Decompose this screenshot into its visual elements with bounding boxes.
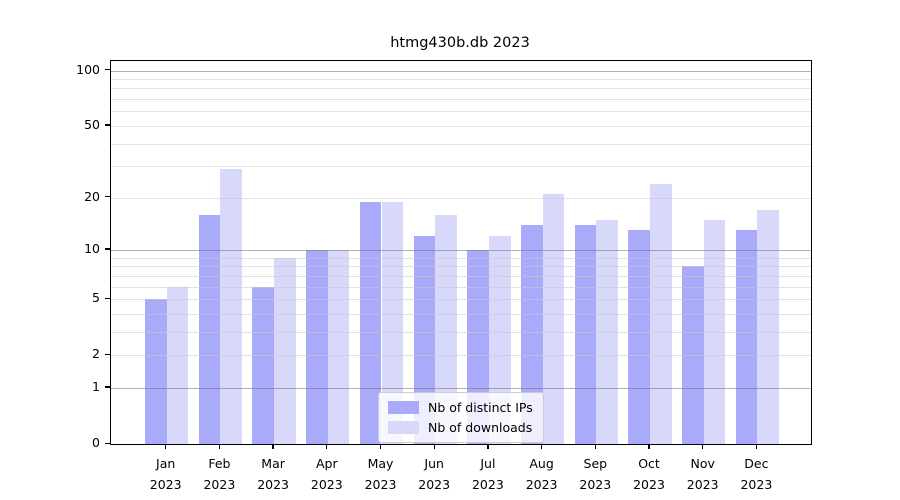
bar-ips-sep (574, 224, 597, 444)
x-tick-label-jul: Jul 2023 (453, 453, 523, 495)
bar-ips-feb (198, 214, 221, 444)
x-tick-mark-feb (218, 444, 221, 450)
x-tick-label-jan: Jan 2023 (131, 453, 201, 495)
bar-ips-aug (520, 224, 543, 444)
x-tick-month-aug: Aug (529, 456, 554, 471)
y-tick-label-50: 50 (84, 116, 100, 132)
plot-area (110, 60, 812, 445)
y-tick-mark-50 (105, 124, 110, 126)
legend-label-distinct-ips: Nb of distinct IPs (428, 400, 533, 415)
bar-downloads-jan (166, 286, 189, 444)
chart-title: htmg430b.db 2023 (390, 35, 530, 51)
x-tick-label-may: May 2023 (346, 453, 416, 495)
x-tick-year-apr: 2023 (310, 477, 343, 492)
legend-label-downloads: Nb of downloads (428, 420, 533, 435)
x-tick-mark-aug (540, 444, 543, 450)
x-tick-mark-nov (702, 444, 704, 450)
x-tick-label-jun: Jun 2023 (399, 453, 469, 495)
x-tick-year-aug: 2023 (525, 477, 558, 492)
bar-ips-mar (252, 286, 275, 444)
x-tick-month-nov: Nov (690, 456, 715, 471)
bar-downloads-may (381, 201, 404, 444)
x-tick-year-jul: 2023 (471, 477, 504, 492)
x-tick-year-dec: 2023 (740, 477, 773, 492)
x-tick-month-apr: Apr (315, 456, 338, 471)
bar-ips-nov (682, 266, 704, 444)
x-tick-year-jan: 2023 (149, 477, 182, 492)
x-tick-label-mar: Mar 2023 (238, 453, 308, 495)
bar-ips-dec (735, 230, 758, 444)
y-tick-mark-2 (105, 353, 110, 355)
x-tick-month-jul: Jul (480, 456, 496, 471)
y-tick-mark-1 (105, 386, 110, 388)
x-tick-year-oct: 2023 (633, 477, 665, 492)
x-tick-mark-oct (648, 444, 650, 450)
x-tick-mark-may (379, 444, 382, 450)
x-tick-year-nov: 2023 (686, 477, 719, 492)
x-tick-mark-dec (755, 444, 758, 450)
x-tick-month-may: May (367, 456, 394, 471)
x-tick-month-jan: Jan (156, 456, 176, 471)
x-tick-year-feb: 2023 (203, 477, 236, 492)
x-tick-label-apr: Apr 2023 (292, 453, 362, 495)
bar-ips-jan (145, 299, 167, 444)
bar-ips-apr (306, 249, 328, 444)
bar-ips-oct (628, 230, 650, 444)
x-tick-label-sep: Sep 2023 (560, 453, 630, 495)
x-tick-month-feb: Feb (208, 456, 231, 471)
x-tick-mark-jul (487, 444, 489, 450)
x-tick-month-mar: Mar (261, 456, 285, 471)
x-tick-month-jun: Jun (424, 456, 444, 471)
x-tick-mark-mar (272, 444, 274, 450)
x-tick-mark-jan (165, 444, 167, 450)
x-tick-month-oct: Oct (638, 456, 660, 471)
y-tick-label-100: 100 (76, 61, 100, 77)
legend-swatch-downloads (388, 421, 419, 434)
x-tick-month-sep: Sep (583, 456, 608, 471)
y-tick-mark-0 (105, 442, 110, 444)
x-tick-label-oct: Oct 2023 (614, 453, 684, 495)
y-tick-mark-10 (105, 248, 110, 250)
y-tick-mark-5 (105, 297, 110, 299)
bars-layer (111, 61, 811, 444)
legend-row-distinct-ips: Nb of distinct IPs (388, 400, 533, 415)
legend: Nb of distinct IPs Nb of downloads (378, 392, 544, 443)
y-tick-label-2: 2 (92, 346, 100, 362)
x-tick-mark-jun (433, 444, 435, 450)
bar-downloads-apr (327, 249, 350, 444)
legend-swatch-distinct-ips (388, 401, 419, 414)
x-tick-mark-apr (326, 444, 328, 450)
x-tick-label-feb: Feb 2023 (184, 453, 254, 495)
bar-downloads-aug (542, 193, 565, 444)
x-tick-year-sep: 2023 (579, 477, 612, 492)
bar-downloads-feb (220, 168, 243, 444)
x-tick-label-aug: Aug 2023 (507, 453, 577, 495)
bar-downloads-dec (757, 210, 780, 444)
bar-downloads-jun (435, 214, 457, 444)
x-tick-year-jun: 2023 (418, 477, 451, 492)
y-tick-label-5: 5 (92, 290, 100, 306)
x-tick-year-may: 2023 (364, 477, 397, 492)
x-tick-label-nov: Nov 2023 (668, 453, 738, 495)
y-tick-label-1: 1 (92, 378, 100, 394)
x-tick-year-mar: 2023 (257, 477, 289, 492)
y-tick-label-20: 20 (84, 188, 100, 204)
bar-downloads-nov (703, 219, 726, 444)
x-tick-month-dec: Dec (744, 456, 769, 471)
bar-downloads-sep (596, 219, 618, 444)
y-tick-mark-20 (105, 196, 110, 198)
x-tick-label-dec: Dec 2023 (721, 453, 791, 495)
bar-ips-may (359, 201, 382, 444)
x-tick-mark-sep (594, 444, 596, 450)
bar-downloads-mar (274, 257, 296, 444)
y-tick-label-0: 0 (92, 435, 100, 450)
bar-downloads-oct (650, 183, 672, 444)
y-tick-label-10: 10 (84, 240, 100, 256)
legend-row-downloads: Nb of downloads (388, 420, 533, 435)
y-tick-mark-100 (105, 69, 110, 71)
